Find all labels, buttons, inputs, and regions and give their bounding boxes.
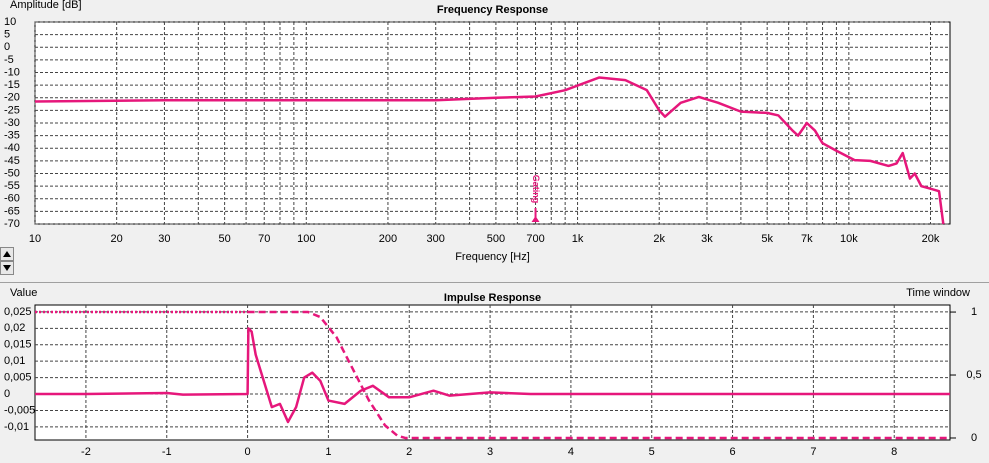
x-tick-label: 20k: [922, 233, 940, 245]
y-tick-label: -35: [4, 130, 20, 142]
y-axis-label: Amplitude [dB]: [10, 0, 82, 11]
y-tick-label: -10: [4, 66, 20, 78]
y-tick-label: 0,015: [4, 339, 32, 351]
x-tick-label: 7k: [801, 233, 813, 245]
x-tick-label: 5: [649, 446, 655, 458]
y2-tick-label: 0,5: [966, 369, 981, 381]
series-line: [247, 310, 950, 440]
x-tick-label: 30: [158, 233, 170, 245]
y-tick-label: 0,005: [4, 371, 32, 383]
x-tick-label: 1: [325, 446, 331, 458]
y-tick-label: -25: [4, 104, 20, 116]
y2-axis-label: Time window: [906, 287, 970, 299]
x-tick-label: 10k: [840, 233, 858, 245]
y2-tick-label: 1: [971, 306, 977, 318]
y-tick-label: -65: [4, 205, 20, 217]
y-tick-label: 0,025: [4, 306, 32, 318]
y2-tick-label: 0: [971, 432, 977, 444]
y-tick-label: 0,02: [4, 322, 25, 334]
down-arrow-icon: [3, 265, 11, 271]
x-tick-label: 5k: [761, 233, 773, 245]
up-arrow-icon: [3, 251, 11, 257]
x-tick-label: 300: [427, 233, 445, 245]
x-tick-label: 3: [487, 446, 493, 458]
x-axis-label: Frequency [Hz]: [455, 251, 530, 263]
y-tick-label: -55: [4, 180, 20, 192]
series-line: [34, 76, 945, 225]
y-tick-label: 0: [4, 388, 10, 400]
chart-title: Impulse Response: [444, 292, 541, 304]
x-tick-label: 8: [891, 446, 897, 458]
y-tick-label: -70: [4, 218, 20, 230]
x-tick-label: 50: [218, 233, 230, 245]
y-tick-label: -50: [4, 167, 20, 179]
y-tick-label: -30: [4, 117, 20, 129]
x-tick-label: 200: [379, 233, 397, 245]
chart-title: Frequency Response: [437, 4, 548, 16]
y-tick-label: -60: [4, 193, 20, 205]
plot-area: [34, 304, 951, 441]
x-tick-label: 4: [568, 446, 574, 458]
y-axis-label: Value: [10, 287, 37, 299]
y-tick-label: 0,01: [4, 355, 25, 367]
x-tick-label: 7: [810, 446, 816, 458]
x-tick-label: 2: [406, 446, 412, 458]
series-line: [35, 327, 950, 424]
x-tick-label: 500: [487, 233, 505, 245]
x-tick-label: -1: [162, 446, 172, 458]
x-tick-label: 10: [29, 233, 41, 245]
x-tick-label: 100: [297, 233, 315, 245]
y-tick-label: -0,005: [4, 404, 35, 416]
x-tick-label: 3k: [701, 233, 713, 245]
x-tick-label: 2k: [653, 233, 665, 245]
y-tick-label: 0: [4, 41, 10, 53]
x-tick-label: 70: [258, 233, 270, 245]
gating-label: Gating: [531, 175, 541, 204]
x-tick-label: 0: [245, 446, 251, 458]
y-tick-label: -0,01: [4, 421, 29, 433]
x-tick-label: -2: [81, 446, 91, 458]
x-tick-label: 1k: [572, 233, 584, 245]
y-tick-label: 10: [4, 16, 16, 28]
y-tick-label: -20: [4, 92, 20, 104]
x-tick-label: 6: [730, 446, 736, 458]
y-tick-label: -5: [4, 54, 14, 66]
y-tick-label: -15: [4, 79, 20, 91]
y-tick-label: 5: [4, 29, 10, 41]
y-tick-label: -45: [4, 155, 20, 167]
x-tick-label: 700: [526, 233, 544, 245]
x-tick-label: 20: [111, 233, 123, 245]
y-tick-label: -40: [4, 142, 20, 154]
